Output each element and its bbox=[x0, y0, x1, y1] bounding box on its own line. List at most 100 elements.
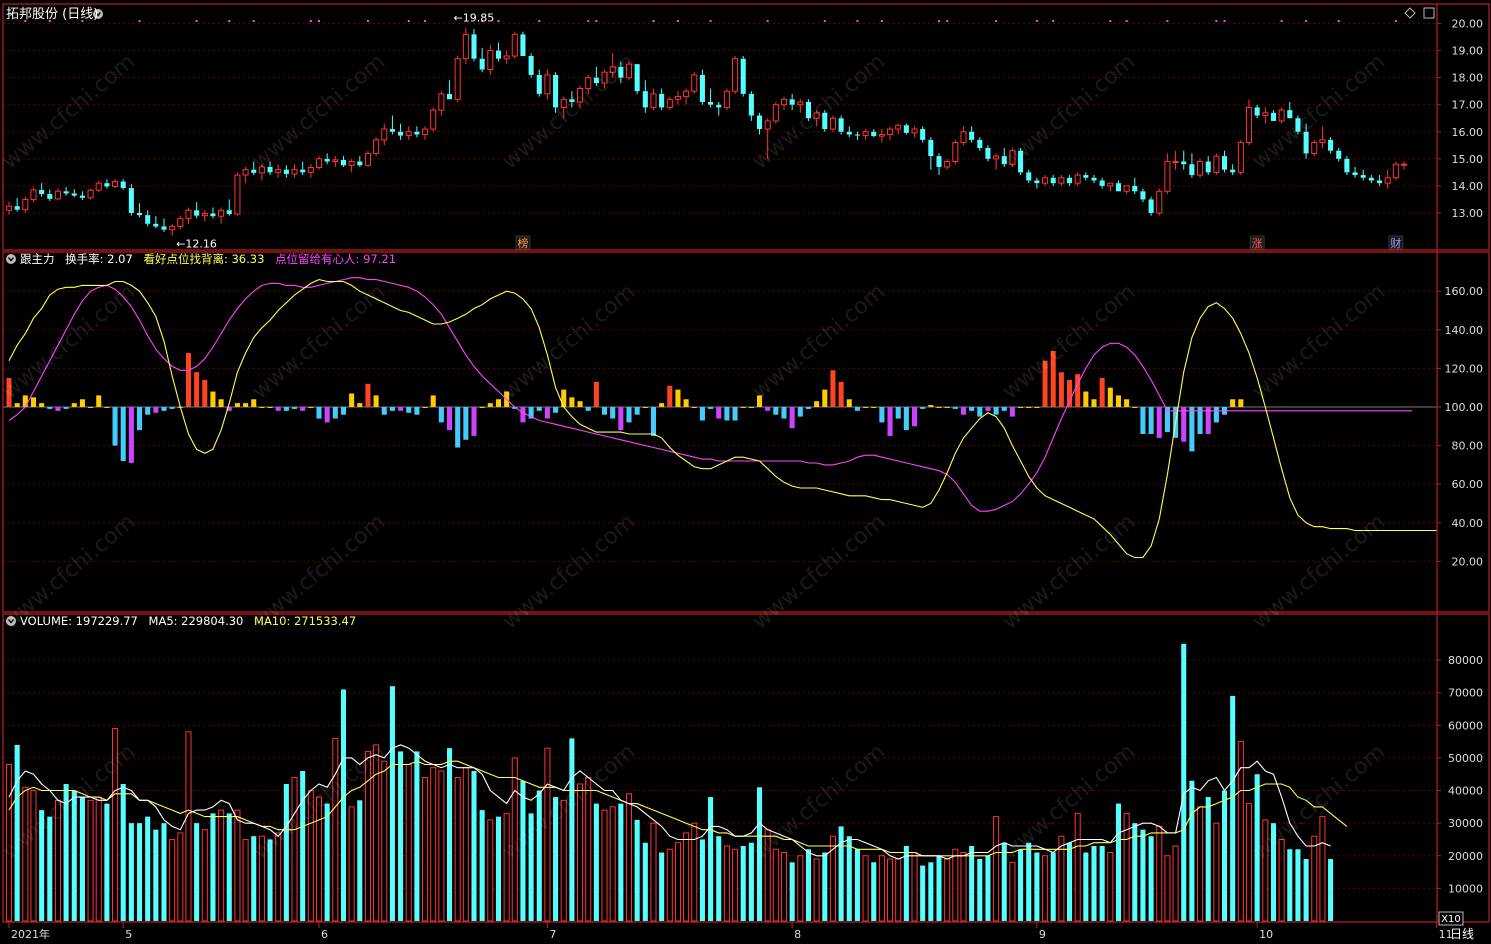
candle[interactable] bbox=[398, 123, 404, 140]
candle[interactable] bbox=[732, 56, 739, 94]
candle[interactable] bbox=[324, 153, 330, 165]
candle[interactable] bbox=[1245, 99, 1253, 146]
candle[interactable] bbox=[414, 126, 420, 138]
candle[interactable] bbox=[1384, 169, 1391, 189]
candle[interactable] bbox=[462, 27, 469, 65]
candle[interactable] bbox=[593, 66, 599, 86]
candle[interactable] bbox=[1352, 166, 1358, 178]
event-marker[interactable]: 涨 bbox=[1249, 235, 1265, 250]
candle[interactable] bbox=[218, 207, 225, 224]
candle[interactable] bbox=[708, 88, 714, 108]
candle[interactable] bbox=[1221, 150, 1228, 173]
candle[interactable] bbox=[315, 156, 323, 170]
candle[interactable] bbox=[650, 88, 657, 111]
candle[interactable] bbox=[39, 183, 45, 197]
candle[interactable] bbox=[430, 107, 437, 132]
candle[interactable] bbox=[210, 207, 216, 219]
candle[interactable] bbox=[536, 69, 542, 97]
candle[interactable] bbox=[560, 96, 567, 119]
candle[interactable] bbox=[291, 164, 298, 178]
indicator-panel[interactable]: 20.00 40.00 60.00 80.00 100.00 120.00 140.00 16… bbox=[3, 277, 1483, 569]
candle[interactable] bbox=[944, 158, 951, 170]
candle[interactable] bbox=[895, 123, 902, 135]
candle[interactable] bbox=[1237, 139, 1244, 176]
candle[interactable] bbox=[283, 165, 289, 178]
candle[interactable] bbox=[969, 126, 975, 143]
candle[interactable] bbox=[128, 183, 134, 216]
candle[interactable] bbox=[928, 137, 934, 170]
candle[interactable] bbox=[1181, 150, 1187, 170]
candle[interactable] bbox=[71, 189, 77, 198]
candle[interactable] bbox=[1172, 150, 1179, 170]
candle[interactable] bbox=[1328, 137, 1334, 154]
candle[interactable] bbox=[1262, 107, 1269, 124]
candle[interactable] bbox=[87, 188, 94, 200]
candle[interactable] bbox=[389, 115, 395, 135]
candle[interactable] bbox=[634, 64, 640, 94]
candle[interactable] bbox=[985, 145, 991, 162]
candle[interactable] bbox=[1018, 148, 1024, 176]
candle[interactable] bbox=[756, 112, 763, 135]
candle[interactable] bbox=[54, 188, 61, 201]
candle[interactable] bbox=[307, 164, 314, 178]
candle[interactable] bbox=[234, 172, 241, 216]
candle[interactable] bbox=[1197, 158, 1204, 178]
candle[interactable] bbox=[609, 53, 616, 78]
candle[interactable] bbox=[952, 139, 959, 165]
candle[interactable] bbox=[797, 99, 804, 113]
candle[interactable] bbox=[862, 129, 869, 140]
candle[interactable] bbox=[373, 137, 380, 157]
collapse-icon[interactable] bbox=[93, 9, 103, 19]
candle[interactable] bbox=[674, 91, 681, 105]
period-label[interactable]: 日线 bbox=[1450, 927, 1474, 941]
candle[interactable] bbox=[569, 91, 575, 108]
candle[interactable] bbox=[454, 56, 461, 102]
candle[interactable] bbox=[659, 88, 665, 111]
indicator-collapse-icon[interactable] bbox=[6, 254, 16, 264]
candle[interactable] bbox=[1107, 182, 1114, 192]
candle[interactable] bbox=[30, 187, 37, 203]
candle[interactable] bbox=[22, 196, 29, 213]
candle[interactable] bbox=[1066, 175, 1073, 186]
candle[interactable] bbox=[822, 110, 828, 132]
candle[interactable] bbox=[104, 179, 110, 189]
candle[interactable] bbox=[871, 129, 877, 138]
candle[interactable] bbox=[1026, 169, 1032, 184]
candle[interactable] bbox=[854, 131, 860, 140]
candle[interactable] bbox=[438, 91, 445, 116]
diamond-icon[interactable] bbox=[1404, 7, 1416, 19]
candle[interactable] bbox=[1074, 172, 1081, 186]
candle[interactable] bbox=[764, 118, 771, 159]
candle[interactable] bbox=[846, 126, 852, 138]
candle[interactable] bbox=[153, 216, 159, 229]
candle[interactable] bbox=[201, 210, 208, 222]
candle[interactable] bbox=[242, 166, 249, 184]
candle[interactable] bbox=[120, 179, 126, 190]
candle[interactable] bbox=[185, 207, 192, 224]
candle[interactable] bbox=[1164, 153, 1171, 194]
candle[interactable] bbox=[977, 137, 983, 151]
candle[interactable] bbox=[332, 156, 339, 167]
candle[interactable] bbox=[813, 110, 820, 127]
candle[interactable] bbox=[585, 74, 592, 94]
candle[interactable] bbox=[169, 223, 176, 236]
candle[interactable] bbox=[1278, 107, 1285, 124]
candle[interactable] bbox=[699, 69, 705, 105]
candle[interactable] bbox=[145, 210, 151, 227]
candle[interactable] bbox=[1368, 175, 1374, 184]
candle[interactable] bbox=[642, 80, 648, 113]
candle[interactable] bbox=[1140, 188, 1146, 203]
candle[interactable] bbox=[1050, 175, 1056, 186]
candle[interactable] bbox=[1148, 196, 1154, 216]
candle[interactable] bbox=[577, 85, 584, 108]
candle[interactable] bbox=[340, 156, 347, 167]
candle[interactable] bbox=[1115, 180, 1122, 192]
candle[interactable] bbox=[993, 153, 1000, 170]
candle[interactable] bbox=[805, 99, 812, 121]
candle[interactable] bbox=[878, 129, 885, 143]
candle[interactable] bbox=[1287, 102, 1293, 119]
candle[interactable] bbox=[1001, 148, 1007, 167]
candle[interactable] bbox=[838, 115, 844, 135]
candle[interactable] bbox=[161, 218, 167, 232]
candle[interactable] bbox=[666, 96, 673, 111]
